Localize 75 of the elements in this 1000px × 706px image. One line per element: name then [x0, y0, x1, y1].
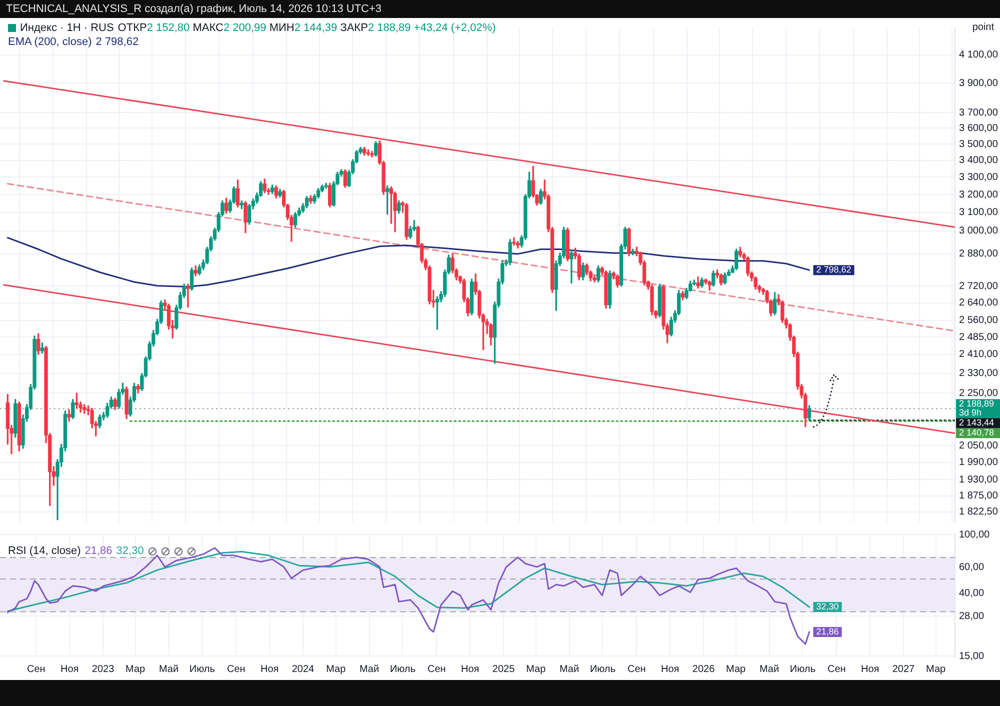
x-tick-label: Ноя — [860, 664, 880, 675]
y-tick-label: 40,00 — [959, 588, 984, 600]
data-label: 2 798,62 — [816, 264, 852, 275]
data-label: 2 140,78 — [959, 428, 994, 438]
x-tick-label: Май — [359, 664, 380, 675]
y-tick-label: 3 300,00 — [959, 172, 998, 183]
y-tick-label: 2 330,00 — [959, 368, 998, 380]
ref-line-label: 2 188,89 — [959, 398, 994, 409]
x-tick-label: Сен — [27, 664, 46, 675]
x-tick-label: Май — [559, 664, 580, 675]
y-tick-label: 100,00 — [959, 529, 990, 540]
annotation: 2 798,62 — [96, 36, 139, 48]
y-tick-label: 2 720,00 — [959, 280, 998, 292]
x-tick-label: Июль — [790, 664, 816, 675]
y-tick-label: 28,00 — [959, 610, 984, 622]
y-tick-label: 3 100,00 — [959, 207, 998, 218]
y-tick-label: 2 880,00 — [959, 248, 998, 260]
y-tick-label: 3 900,00 — [959, 78, 998, 89]
y-tick-label: 3 500,00 — [959, 138, 998, 150]
candlestick — [570, 250, 574, 284]
x-tick-label: Ноя — [260, 664, 279, 675]
y-tick-label: 15,00 — [959, 650, 984, 662]
y-tick-label: 1 875,00 — [959, 490, 998, 502]
annotation: 21,86 — [84, 545, 112, 557]
legend-label: Индекс · 1Н · RUS — [20, 22, 114, 34]
x-tick-label: 2023 — [92, 664, 115, 675]
x-tick-label: 2026 — [692, 664, 716, 675]
y-tick-label: 4 100,00 — [959, 50, 998, 61]
data-label: 21,86 — [816, 626, 839, 637]
y-tick-label: 2 485,00 — [959, 332, 998, 343]
y-tick-label: 2 250,00 — [959, 388, 998, 399]
x-tick-label: Ноя — [60, 664, 79, 675]
text: EMA (200, close) — [8, 36, 92, 48]
y-tick-label: 3 200,00 — [959, 189, 998, 200]
data-label: 2 143,44 — [959, 418, 994, 428]
y-tick-label: 3 600,00 — [959, 122, 998, 134]
x-tick-label: Ноя — [461, 664, 480, 675]
x-tick-label: Ноя — [660, 664, 680, 675]
x-tick-label: Июль — [590, 664, 616, 675]
y-tick-label: 1 822,50 — [959, 506, 998, 518]
x-tick-label: Май — [759, 664, 780, 675]
x-tick-label: Сен — [628, 664, 646, 675]
y-tick-label: 2 410,00 — [959, 349, 998, 360]
x-tick-label: Сен — [428, 664, 446, 675]
x-tick-label: Мар — [126, 664, 146, 675]
candlestick — [186, 284, 190, 308]
y-tick-label: 3 700,00 — [959, 107, 998, 118]
x-tick-label: Июль — [390, 664, 416, 675]
x-tick-label: Сен — [226, 664, 246, 675]
x-tick-label: Май — [158, 664, 179, 675]
chart-subtitle: ОТКР2 152,80 МАКС2 200,99 МИН2 144,39 ЗАКР2 188,89 +43,24 (+2,02%) — [118, 22, 496, 34]
x-tick-label: 2025 — [492, 664, 516, 675]
y-tick-label: 60,00 — [959, 562, 984, 574]
candlestick — [512, 237, 516, 246]
y-tick-label: 3 400,00 — [959, 155, 998, 166]
y-tick-label: 3 000,00 — [959, 226, 998, 237]
x-tick-label: Мар — [926, 664, 946, 675]
y-tick-label: 2 050,00 — [959, 440, 998, 452]
y-tick-label: 2 640,00 — [959, 298, 998, 309]
x-tick-label: Мар — [326, 664, 346, 675]
data-label: 32,30 — [816, 602, 839, 612]
y-tick-label: 1 990,00 — [959, 457, 998, 468]
x-tick-label: 2024 — [292, 664, 315, 675]
x-tick-label: Мар — [726, 664, 746, 675]
x-tick-label: Мар — [526, 664, 546, 675]
y-axis-title: point — [972, 22, 994, 33]
text: 3d 9h — [959, 408, 982, 418]
x-tick-label: Июль — [189, 664, 215, 675]
annotation: 32,30 — [116, 545, 144, 557]
y-tick-label: 2 560,00 — [959, 315, 998, 326]
y-tick-label: 1 930,00 — [959, 474, 998, 486]
x-tick-label: 2027 — [892, 664, 916, 675]
text: RSI (14, close) — [8, 545, 81, 557]
x-tick-label: Сен — [827, 664, 846, 675]
chart-title: TECHNICAL_ANALYSIS_R создал(а) график, Июль 14, 2026 10:13 UTC+3 — [0, 0, 1000, 18]
